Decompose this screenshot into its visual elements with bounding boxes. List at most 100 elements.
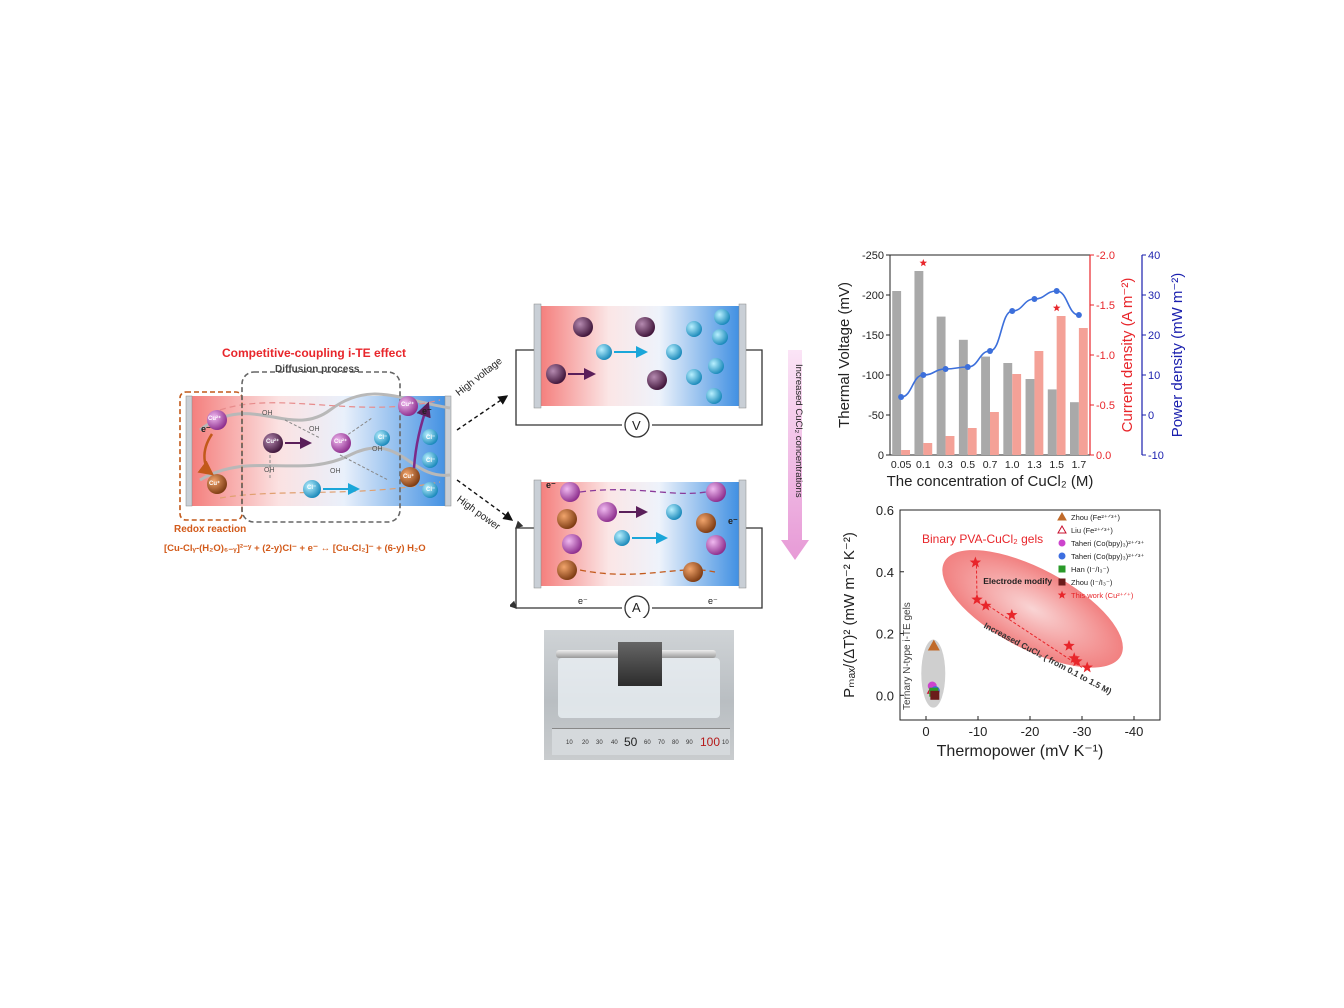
power-point [1009,308,1016,314]
ruler-number: 10 [722,740,729,746]
reference-point [927,639,940,651]
category-label: 0.7 [983,459,998,471]
category-label: 0.1 [916,459,931,471]
ruler-number: 40 [611,740,618,746]
power-point [1075,312,1082,318]
electron-label: e⁻ [546,480,556,490]
i-te-schematic [179,371,452,523]
category-label: 1.0 [1005,459,1020,471]
redox-equation: [Cu-Clᵧ-(H₂O)₆₋ᵧ]²⁻ʸ + (2-y)Cl⁻ + e⁻ ↔ [… [164,543,426,554]
electron-label: e⁻ [708,596,718,606]
legend-label: Taheri (Co(bpy)₃)²⁺ᐟ³⁺ [1071,552,1144,561]
legend-marker [1058,539,1066,547]
voltmeter-label: V [632,418,641,433]
voltage-bar [1047,389,1057,455]
device-photo: 10 20 30 40 50 60 70 80 90 100 10 [544,630,734,760]
power-point [1031,296,1038,302]
legend-marker [1058,578,1066,586]
ruler-number: 90 [686,740,693,746]
thermopower-chart: 0 -10 -20 -30 -40 0.0 0.2 0.4 0.6 Thermopower (mV… [841,503,1161,760]
voltage-bar [892,291,902,455]
current-bar [923,443,933,455]
ruler-number: 70 [658,740,665,746]
category-label: 0.3 [938,459,953,471]
left-tick-label: -250 [862,250,884,262]
concentration-chart: 0-50-100-150-200-2500.0-0.5-1.0-1.5-2.0-… [836,250,1186,490]
y-tick-label: 0.6 [876,503,894,518]
power-tick-label: 30 [1148,290,1160,302]
branch-arrows [456,395,514,521]
gel-block [618,642,662,686]
ruler-number: 60 [644,740,651,746]
y-tick-label: 0.0 [876,688,894,703]
x-tick-label: 0 [922,724,929,739]
ion-label: Cu²⁺ [401,402,415,408]
concentration-arrow-label: Increased CuCl₂ concentrations [793,364,804,498]
current-bar [967,428,977,455]
oh-label: OH [262,410,273,417]
x-tick-label: -40 [1125,724,1144,739]
this-work-star [1068,652,1080,664]
ruler-number: 80 [672,740,679,746]
ion-label: Cu⁺ [403,474,415,480]
legend-marker [1057,511,1067,521]
current-bar [1012,374,1022,455]
ruler-number: 10 [566,740,573,746]
voltage-bar [1025,379,1035,455]
current-bar [1078,328,1088,455]
power-tick-label: 10 [1148,370,1160,382]
y-axis-title: Pₘₐₓ/(ΔT)² (mW m⁻² K⁻²) [841,532,858,698]
power-tick-label: 40 [1148,250,1160,262]
category-label: 1.3 [1027,459,1042,471]
category-label: 1.5 [1049,459,1064,471]
legend-marker [1057,590,1067,599]
this-work-star [980,599,992,611]
ion-label: Cu⁺ [209,481,221,487]
power-point [942,366,949,372]
ammeter-label: A [632,600,641,615]
ruler-number: 20 [582,740,589,746]
current-tick-label: -0.5 [1096,400,1115,412]
left-tick-label: -200 [862,290,884,302]
current-bar [1056,316,1066,455]
voltage-bar [981,356,990,455]
voltage-axis-title: Thermal Voltage (mV) [836,282,853,428]
power-point [964,364,971,370]
legend-label: Han (I⁻/I₃⁻) [1071,565,1110,574]
y-tick-label: 0.2 [876,627,894,642]
ruler-label-100: 100 [700,735,721,749]
this-work-star [1063,639,1075,651]
legend-marker [1058,565,1066,573]
left-tick-label: -50 [868,410,884,422]
ternary-gels-label: Ternary N-type i-TE gels [902,602,913,710]
current-tick-label: -1.5 [1096,300,1115,312]
current-bar [1034,351,1044,455]
this-work-star [1006,609,1018,620]
x-tick-label: -10 [969,724,988,739]
high-voltage-cell [515,303,763,438]
voltage-bar [1070,402,1079,455]
concentration-arrow [781,350,809,560]
this-work-star [1081,661,1093,673]
this-work-star [1071,655,1083,667]
ruler-number: 30 [596,740,603,746]
ruler [552,728,730,755]
ion-label: Cu²⁺ [208,416,222,422]
power-point [920,372,927,378]
current-tick-label: 0.0 [1096,450,1111,462]
electrode-modify-label: Electrode modify [983,576,1052,586]
legend-marker [1057,524,1067,534]
binary-gels-region [942,550,1123,668]
power-tick-label: 20 [1148,330,1160,342]
highlight-star [919,259,928,267]
power-tick-label: 0 [1148,410,1154,422]
legend-label: Liu (Fe²⁺ᐟ³⁺) [1071,526,1113,535]
ion-label: Cl⁻ [426,487,436,493]
x-tick-label: -30 [1073,724,1092,739]
electron-label: e⁻ [422,406,432,416]
legend-label: Zhou (Fe²⁺ᐟ³⁺) [1071,513,1121,522]
ruler-label-50: 50 [624,735,638,749]
current-bar [945,436,955,455]
electron-label: e⁻ [578,596,588,606]
binary-gels-label: Binary PVA-CuCl₂ gels [922,532,1043,546]
